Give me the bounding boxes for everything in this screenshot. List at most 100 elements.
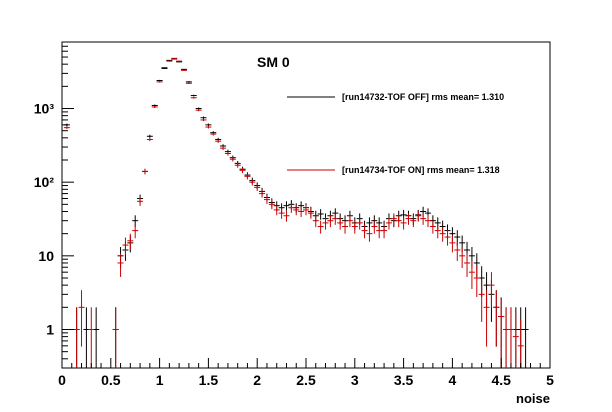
- data-point: [268, 200, 275, 210]
- data-point: [498, 297, 505, 368]
- data-point: [151, 105, 158, 108]
- data-point: [205, 125, 212, 129]
- data-point: [517, 319, 524, 368]
- data-point: [337, 217, 344, 230]
- data-point: [317, 220, 324, 234]
- x-tick-label: 2.5: [296, 372, 316, 388]
- x-tick-label: 5: [546, 372, 554, 388]
- data-point: [464, 253, 471, 277]
- y-tick-label: 10²: [34, 174, 55, 190]
- y-tick-label: 1: [46, 321, 54, 337]
- data-point: [366, 227, 373, 242]
- data-point: [78, 290, 85, 347]
- data-point: [322, 217, 329, 230]
- data-point: [468, 261, 475, 289]
- data-point: [166, 60, 173, 62]
- data-point: [244, 173, 251, 180]
- legend-entry-off: [run14732-TOF OFF] rms mean= 1.310: [342, 92, 504, 102]
- data-point: [439, 227, 446, 242]
- data-point: [156, 81, 163, 83]
- legend-entry-on: [run14734-TOF ON] rms mean= 1.318: [342, 165, 500, 175]
- data-point: [493, 290, 500, 347]
- data-point: [488, 272, 495, 308]
- data-point: [483, 290, 490, 347]
- data-point: [459, 247, 466, 268]
- data-point: [224, 151, 231, 156]
- x-tick-label: 4: [449, 372, 457, 388]
- data-point: [210, 132, 217, 136]
- data-point: [200, 116, 207, 119]
- data-point: [273, 205, 280, 216]
- data-point: [278, 208, 285, 219]
- data-point: [122, 237, 129, 256]
- data-point: [176, 60, 183, 62]
- x-tick-label: 1: [156, 372, 164, 388]
- data-point: [420, 213, 427, 225]
- data-point: [190, 94, 197, 97]
- data-point: [507, 307, 514, 368]
- data-point: [88, 307, 95, 368]
- data-point: [425, 215, 431, 228]
- data-point: [200, 118, 207, 122]
- data-point: [161, 67, 168, 69]
- data-point: [141, 168, 148, 175]
- x-tick-label: 0: [58, 372, 66, 388]
- x-tick-label: 4.5: [491, 372, 511, 388]
- data-point: [161, 67, 168, 69]
- data-point: [234, 162, 241, 168]
- data-point: [63, 126, 70, 130]
- data-point: [454, 241, 461, 261]
- data-point: [254, 184, 261, 192]
- data-point: [112, 307, 119, 368]
- data-point: [259, 189, 266, 198]
- data-point: [181, 69, 187, 71]
- data-point: [146, 134, 153, 138]
- data-point: [146, 137, 153, 142]
- data-point: [137, 197, 144, 206]
- x-axis-label: noise: [516, 391, 550, 406]
- x-tick-label: 1.5: [199, 372, 219, 388]
- data-point: [298, 206, 305, 217]
- axes-layer: 0 0.5 1 1.5 2 2.5 3 3.5 4 4.5 5 1 10 10² 10³: [34, 41, 554, 388]
- data-point: [444, 230, 451, 246]
- data-point: [400, 217, 407, 230]
- x-tick-label: 0.5: [101, 372, 121, 388]
- data-point: [171, 57, 178, 59]
- data-point: [449, 235, 456, 253]
- data-point: [385, 217, 392, 230]
- data-point: [283, 210, 290, 222]
- chart-title: SM 0: [257, 54, 290, 70]
- data-point: [522, 307, 529, 368]
- data-point: [117, 253, 124, 277]
- data-point: [356, 217, 363, 230]
- data-point: [303, 205, 309, 216]
- legend: [run14732-TOF OFF] rms mean= 1.310 [run1…: [287, 92, 504, 175]
- data-point: [390, 213, 397, 225]
- data-point: [185, 81, 192, 83]
- data-point: [307, 208, 314, 219]
- data-point: [512, 312, 519, 368]
- data-point: [229, 157, 236, 162]
- data-point: [239, 167, 246, 174]
- data-point: [415, 210, 422, 222]
- y-tick-label: 10³: [34, 101, 55, 117]
- data-point: [405, 213, 412, 225]
- data-point: [73, 307, 80, 368]
- data-point: [132, 224, 139, 239]
- data-point: [283, 201, 290, 211]
- data-point: [127, 233, 134, 250]
- data-point: [288, 203, 295, 213]
- data-point: [220, 146, 227, 151]
- data-point: [381, 224, 388, 239]
- data-point: [434, 224, 441, 239]
- data-point: [215, 139, 222, 143]
- data-point: [293, 205, 300, 216]
- data-point: [395, 215, 402, 228]
- data-point: [410, 215, 417, 228]
- data-point: [332, 213, 339, 225]
- data-point: [263, 195, 270, 205]
- x-tick-label: 3: [351, 372, 359, 388]
- x-tick-label: 2: [253, 372, 261, 388]
- data-point: [190, 96, 197, 99]
